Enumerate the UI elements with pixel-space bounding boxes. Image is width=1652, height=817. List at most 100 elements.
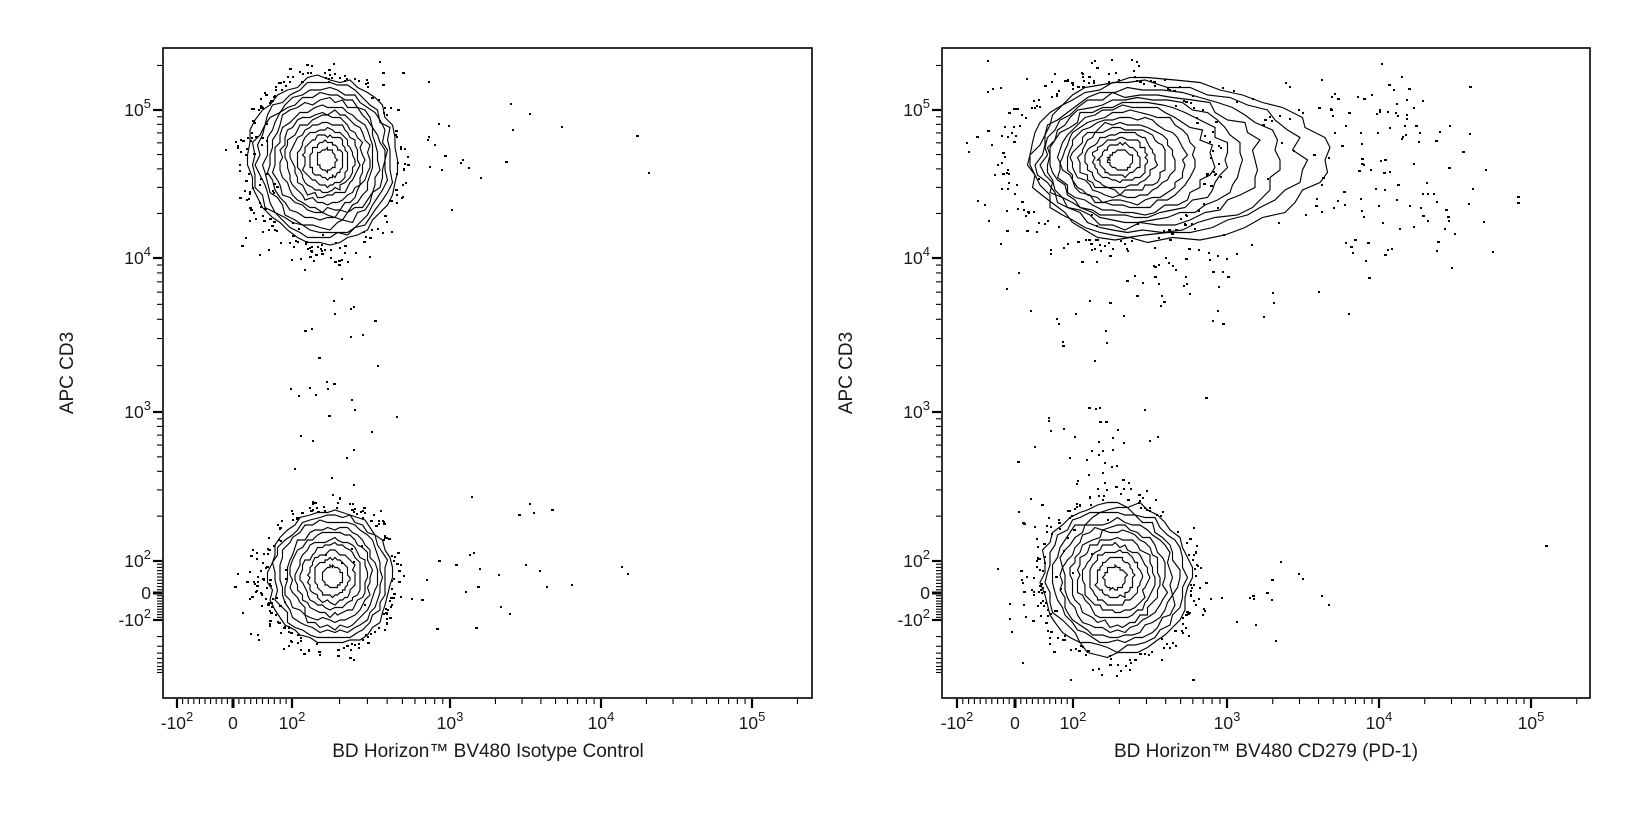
contour-ring xyxy=(254,86,389,234)
event-dot xyxy=(313,260,315,262)
event-dot xyxy=(256,552,258,554)
event-dot xyxy=(1218,145,1220,147)
event-dot xyxy=(382,84,385,86)
event-dot xyxy=(1334,93,1336,95)
event-dot xyxy=(525,564,527,566)
event-dot xyxy=(1112,437,1114,439)
event-dot xyxy=(1127,250,1129,252)
event-dot xyxy=(1302,112,1304,114)
event-dot xyxy=(1102,472,1104,474)
event-dot xyxy=(382,520,384,522)
event-dot xyxy=(251,596,254,598)
event-dot xyxy=(1033,577,1035,579)
event-dot xyxy=(400,146,402,148)
contour-ring xyxy=(246,74,399,246)
event-dot xyxy=(1393,89,1395,91)
event-dot xyxy=(351,509,354,511)
event-dot xyxy=(1070,649,1072,651)
event-dot xyxy=(512,129,514,131)
contour-ring xyxy=(1076,126,1166,196)
event-dot xyxy=(349,503,351,505)
event-dot xyxy=(1149,507,1151,509)
event-dot xyxy=(1321,211,1323,213)
event-dot xyxy=(1000,87,1002,89)
event-dot xyxy=(1332,115,1334,117)
event-dot xyxy=(1039,558,1041,560)
event-dot xyxy=(344,252,346,254)
event-dot xyxy=(1063,428,1065,430)
event-dot xyxy=(334,261,337,263)
event-dot xyxy=(1100,250,1102,252)
event-dot xyxy=(249,220,251,222)
event-dot xyxy=(1419,132,1421,134)
event-dot xyxy=(1210,185,1213,187)
plot-frame-pd1 xyxy=(941,47,1591,699)
event-dot xyxy=(283,81,285,83)
event-dot xyxy=(273,96,276,98)
event-dot xyxy=(369,237,372,239)
event-dot xyxy=(1142,282,1144,284)
event-dot xyxy=(1138,494,1141,496)
x-tick-label: 103 xyxy=(1214,709,1241,733)
event-dot xyxy=(253,108,255,110)
event-dot xyxy=(367,82,369,84)
event-dot xyxy=(1051,96,1053,98)
event-dot xyxy=(350,649,352,651)
event-dot xyxy=(1182,623,1184,625)
event-dot xyxy=(1109,302,1112,304)
event-dot xyxy=(1210,157,1212,159)
event-dot xyxy=(1017,461,1020,463)
event-dot xyxy=(1180,218,1182,220)
event-dot xyxy=(263,553,265,555)
contour-ring xyxy=(314,556,351,599)
event-dot xyxy=(355,252,357,254)
contour-ring xyxy=(1106,149,1134,171)
event-dot xyxy=(1088,76,1091,78)
event-dot xyxy=(1289,118,1291,120)
event-dot xyxy=(382,72,385,74)
event-dot xyxy=(1427,193,1429,195)
event-dot xyxy=(1104,482,1106,484)
event-dot xyxy=(261,593,263,595)
event-dot xyxy=(389,600,391,602)
event-dot xyxy=(249,193,251,195)
event-dot xyxy=(354,78,356,80)
event-dot xyxy=(1404,125,1406,127)
event-dot xyxy=(379,61,381,63)
event-dot xyxy=(1199,587,1201,589)
event-dot xyxy=(1252,595,1255,597)
contour-ring xyxy=(1056,104,1216,216)
event-dot xyxy=(1160,305,1162,307)
contour-ring xyxy=(309,139,344,181)
event-dot xyxy=(1070,679,1072,681)
event-dot xyxy=(1058,323,1060,325)
contour-ring xyxy=(316,146,339,174)
event-dot xyxy=(1436,250,1438,252)
event-dot xyxy=(1209,259,1211,261)
event-dot xyxy=(1025,117,1027,119)
contour-ring xyxy=(296,126,356,194)
event-dot xyxy=(279,528,281,530)
event-dot xyxy=(337,649,340,651)
event-dot xyxy=(331,477,333,479)
event-dot xyxy=(1088,407,1091,409)
event-dot xyxy=(330,249,332,251)
event-dot xyxy=(1413,163,1415,165)
event-dot xyxy=(1154,266,1157,268)
event-dot xyxy=(1172,265,1174,267)
event-dot xyxy=(518,514,521,516)
event-dot xyxy=(1016,108,1019,110)
event-dot xyxy=(1106,489,1108,491)
event-dot xyxy=(1401,76,1403,78)
event-dot xyxy=(1185,276,1187,278)
event-dot xyxy=(269,583,271,585)
event-dot xyxy=(1072,572,1074,574)
event-dot xyxy=(1115,486,1118,488)
event-dot xyxy=(327,388,329,390)
event-dot xyxy=(1060,588,1062,590)
event-dot xyxy=(269,579,272,581)
event-dot xyxy=(393,593,396,595)
event-dot xyxy=(280,82,282,84)
event-dot xyxy=(280,242,282,244)
event-dot xyxy=(1215,121,1218,123)
